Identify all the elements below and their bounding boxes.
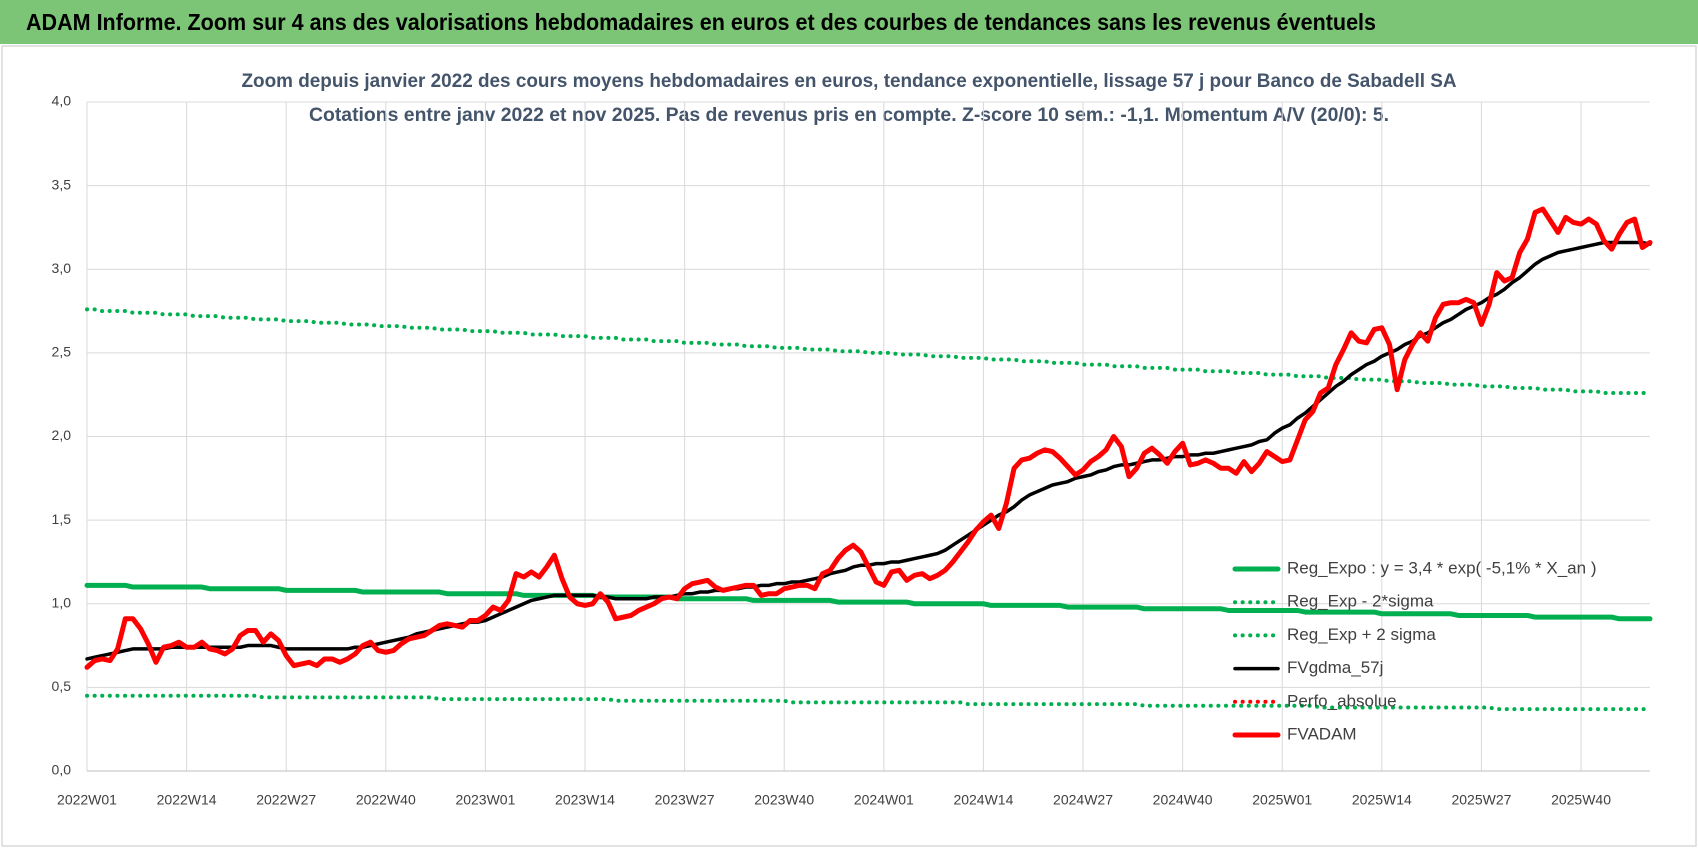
y-tick-label: 0,5	[52, 678, 72, 694]
chart-frame	[1, 45, 1697, 847]
chart-title: Zoom depuis janvier 2022 des cours moyen…	[242, 71, 1457, 92]
x-tick-label: 2022W01	[57, 792, 117, 808]
header-title: ADAM Informe. Zoom sur 4 ans des valoris…	[26, 9, 1376, 35]
x-tick-label: 2022W14	[157, 792, 217, 808]
x-tick-label: 2023W40	[754, 792, 814, 808]
x-tick-label: 2024W40	[1153, 792, 1213, 808]
series-line	[85, 693, 1652, 712]
legend-label: Reg_Exp + 2 sigma	[1287, 625, 1436, 644]
x-tick-label: 2025W27	[1451, 792, 1511, 808]
x-tick-label: 2024W27	[1053, 792, 1113, 808]
x-tick-label: 2024W14	[953, 792, 1013, 808]
series-line	[84, 582, 1653, 622]
y-tick-label: 1,0	[52, 594, 72, 610]
y-tick-label: 4,0	[52, 93, 72, 109]
y-tick-label: 3,5	[52, 176, 72, 192]
x-tick-label: 2022W40	[356, 792, 416, 808]
y-tick-label: 3,0	[52, 260, 72, 276]
legend-label: FVADAM	[1287, 724, 1357, 743]
series-line	[85, 307, 1652, 396]
legend-label: FVgdma_57j	[1287, 658, 1383, 677]
legend-label: Reg_Exp - 2*sigma	[1287, 592, 1434, 611]
y-tick-label: 1,5	[52, 511, 72, 527]
y-tick-label: 0,0	[52, 762, 72, 778]
header-bar	[0, 0, 1698, 44]
x-tick-label: 2023W27	[655, 792, 715, 808]
y-tick-label: 2,5	[52, 344, 72, 360]
series-line	[84, 206, 1653, 670]
x-tick-label: 2025W01	[1252, 792, 1312, 808]
x-tick-label: 2023W01	[455, 792, 515, 808]
x-tick-label: 2025W14	[1352, 792, 1412, 808]
legend-label: Perfo_absolue	[1287, 691, 1397, 710]
x-tick-label: 2023W14	[555, 792, 615, 808]
y-tick-label: 2,0	[52, 427, 72, 443]
x-tick-label: 2025W40	[1551, 792, 1611, 808]
legend-label: Reg_Expo : y = 3,4 * exp( -5,1% * X_an )	[1287, 558, 1596, 577]
x-tick-label: 2024W01	[854, 792, 914, 808]
x-tick-label: 2022W27	[256, 792, 316, 808]
chart-subtitle: Cotations entre janv 2022 et nov 2025. P…	[309, 105, 1389, 126]
